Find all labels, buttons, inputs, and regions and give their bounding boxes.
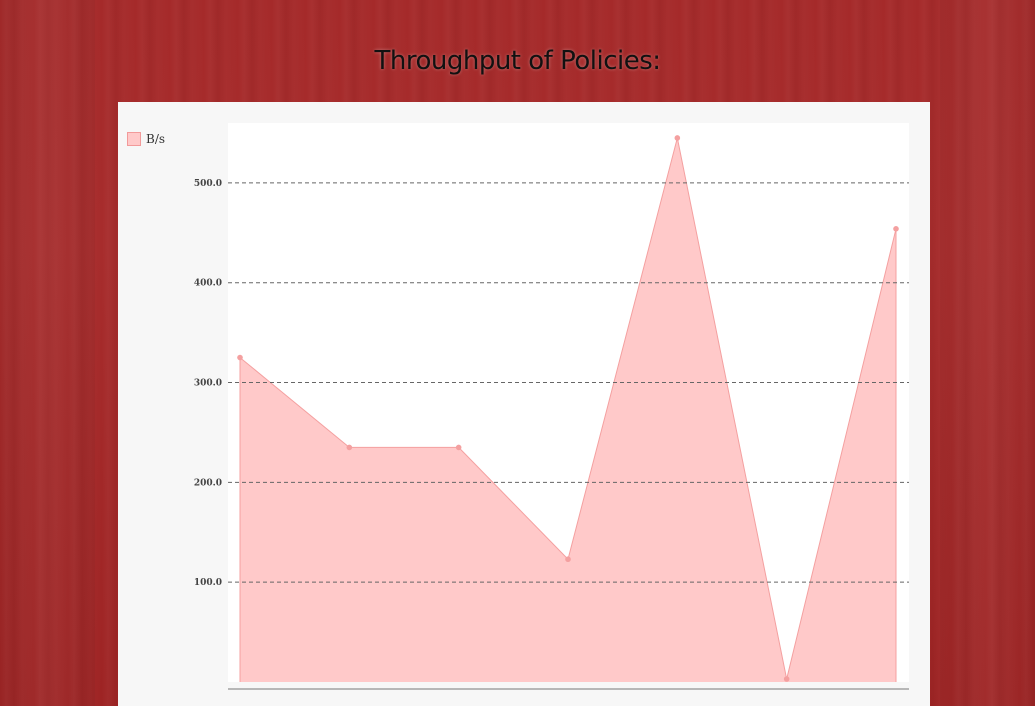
chart-card: B/s 100.0 200.0 300.0 400.0 500.0 bbox=[118, 102, 930, 706]
legend-swatch bbox=[127, 132, 141, 146]
chart-plot: 100.0 200.0 300.0 400.0 500.0 bbox=[194, 123, 909, 690]
data-point bbox=[346, 444, 353, 451]
y-tick-label: 400.0 bbox=[194, 279, 222, 289]
y-tick-label: 200.0 bbox=[194, 478, 222, 488]
data-point bbox=[674, 135, 681, 141]
data-point bbox=[783, 676, 790, 682]
legend-label: B/s bbox=[146, 132, 166, 146]
data-point bbox=[455, 444, 462, 451]
legend: B/s bbox=[127, 132, 165, 146]
series-area bbox=[240, 137, 896, 682]
y-tick-label: 300.0 bbox=[194, 379, 222, 389]
data-point bbox=[237, 354, 243, 361]
y-tick-label: 500.0 bbox=[194, 179, 222, 189]
background-panel-right bbox=[940, 0, 1035, 706]
data-point bbox=[565, 556, 571, 563]
background-panel-left bbox=[0, 0, 95, 706]
y-tick-label: 100.0 bbox=[194, 578, 222, 588]
data-point bbox=[893, 226, 899, 232]
page-title: Throughput of Policies: bbox=[374, 46, 661, 76]
